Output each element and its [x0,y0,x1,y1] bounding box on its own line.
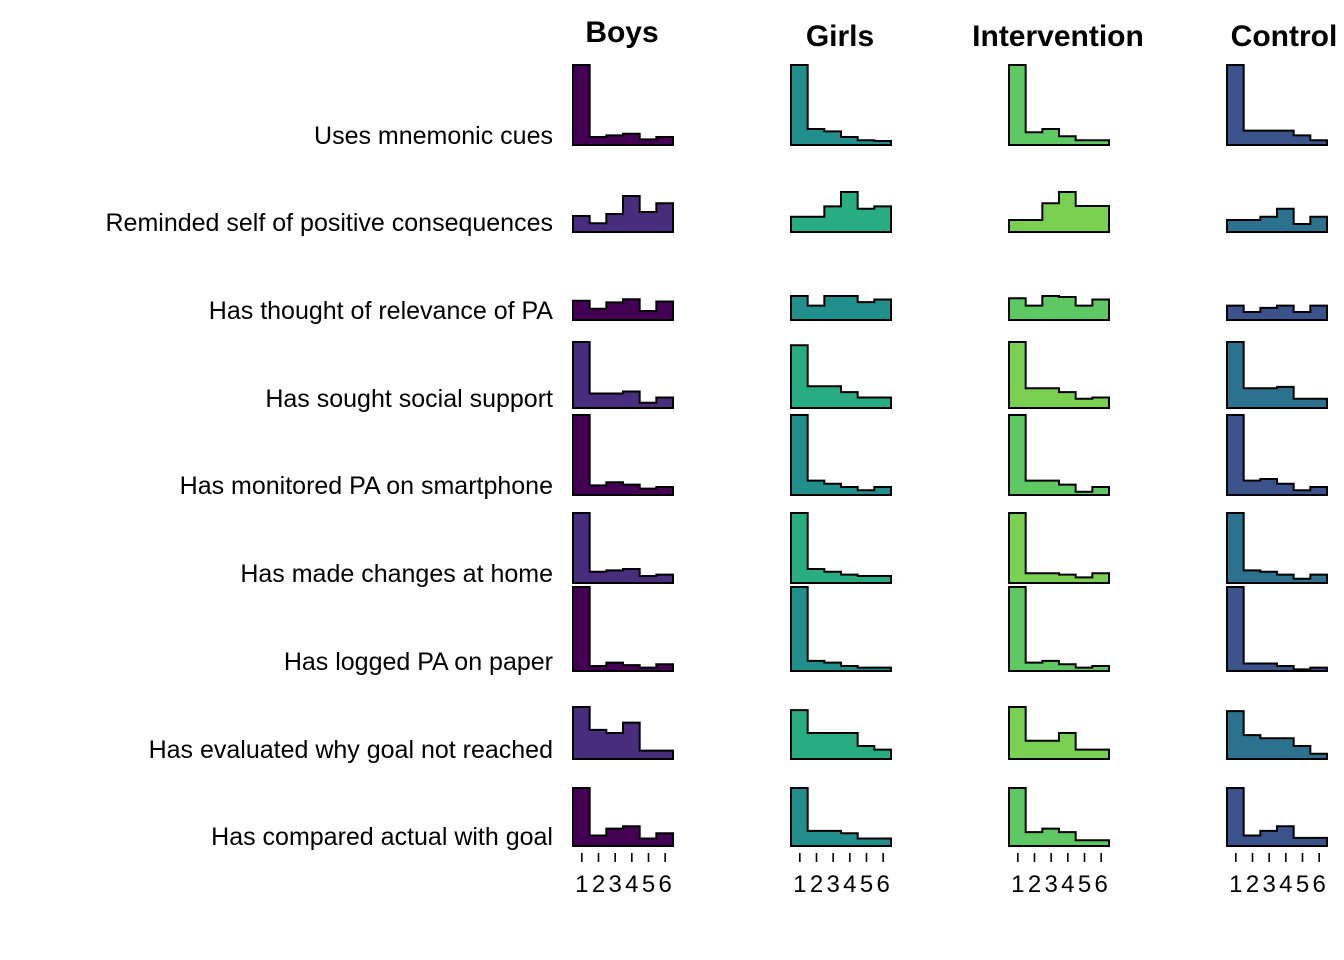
x-tick-label-girls-3: 3 [826,871,839,898]
histogram-has-compared-actual-with-goal-boys [572,787,674,847]
histogram-has-sought-social-support-control [1226,341,1328,409]
histogram-has-evaluated-why-goal-not-reached-girls [790,709,892,760]
histogram-has-sought-social-support-girls [790,344,892,409]
column-title-intervention: Intervention [972,20,1144,53]
histogram-has-sought-social-support-boys [572,341,674,409]
x-tick-label-intervention-5: 5 [1078,871,1091,898]
histogram-uses-mnemonic-cues-girls [790,64,892,146]
row-label-uses-mnemonic-cues: Uses mnemonic cues [314,122,553,150]
x-tick-label-intervention-4: 4 [1061,871,1074,898]
x-tick-label-girls-2: 2 [810,871,823,898]
histogram-reminded-self-of-positive-consequences-boys [572,195,674,233]
histogram-has-evaluated-why-goal-not-reached-control [1226,710,1328,760]
histogram-has-sought-social-support-intervention [1008,341,1110,409]
histogram-uses-mnemonic-cues-boys [572,64,674,146]
x-tick-label-boys-3: 3 [608,871,621,898]
histogram-reminded-self-of-positive-consequences-girls [790,191,892,233]
histogram-panels [572,64,1328,847]
row-label-has-monitored-pa-on-smartphone: Has monitored PA on smartphone [180,472,553,500]
histogram-has-made-changes-at-home-control [1226,512,1328,584]
histogram-has-made-changes-at-home-intervention [1008,512,1110,584]
histogram-has-monitored-pa-on-smartphone-intervention [1008,414,1110,496]
column-title-girls: Girls [806,20,874,53]
x-tick-label-boys-6: 6 [658,871,671,898]
histogram-uses-mnemonic-cues-control [1226,64,1328,146]
row-label-has-thought-of-relevance-of-pa: Has thought of relevance of PA [209,297,554,325]
histogram-uses-mnemonic-cues-intervention [1008,64,1110,146]
x-tick-label-intervention-6: 6 [1094,871,1107,898]
x-tick-label-control-4: 4 [1279,871,1292,898]
x-tick-label-intervention-3: 3 [1044,871,1057,898]
histogram-has-thought-of-relevance-of-pa-girls [790,295,892,321]
histogram-has-monitored-pa-on-smartphone-control [1226,414,1328,496]
histogram-reminded-self-of-positive-consequences-control [1226,207,1328,233]
x-tick-label-control-3: 3 [1262,871,1275,898]
column-title-control: Control [1231,20,1338,53]
x-tick-label-control-2: 2 [1246,871,1259,898]
histogram-has-thought-of-relevance-of-pa-boys [572,298,674,321]
x-tick-label-control-1: 1 [1229,871,1242,898]
column-title-boys: Boys [585,16,658,49]
histogram-has-made-changes-at-home-girls [790,512,892,584]
histogram-has-compared-actual-with-goal-control [1226,787,1328,847]
histogram-has-evaluated-why-goal-not-reached-intervention [1008,706,1110,760]
row-label-reminded-self-of-positive-consequences: Reminded self of positive consequences [106,209,554,237]
histogram-has-logged-pa-on-paper-boys [572,586,674,672]
histogram-has-compared-actual-with-goal-intervention [1008,787,1110,847]
histogram-has-compared-actual-with-goal-girls [790,787,892,847]
histogram-has-made-changes-at-home-boys [572,512,674,584]
column-titles: Boys Girls Intervention Control [585,16,1337,53]
histogram-has-evaluated-why-goal-not-reached-boys [572,706,674,760]
row-labels: Uses mnemonic cues Reminded self of posit… [106,122,554,851]
histogram-has-monitored-pa-on-smartphone-girls [790,414,892,496]
row-label-has-compared-actual-with-goal: Has compared actual with goal [211,823,553,851]
histogram-has-logged-pa-on-paper-intervention [1008,586,1110,672]
histogram-has-monitored-pa-on-smartphone-boys [572,414,674,496]
x-tick-label-girls-4: 4 [843,871,856,898]
row-label-has-evaluated-why-goal-not-reached: Has evaluated why goal not reached [149,736,553,764]
x-tick-label-boys-4: 4 [625,871,638,898]
x-tick-label-girls-5: 5 [860,871,873,898]
x-tick-label-intervention-1: 1 [1011,871,1024,898]
x-tick-label-boys-5: 5 [642,871,655,898]
x-tick-label-intervention-2: 2 [1028,871,1041,898]
x-tick-label-boys-1: 1 [575,871,588,898]
x-tick-label-control-6: 6 [1312,871,1325,898]
histogram-reminded-self-of-positive-consequences-intervention [1008,191,1110,233]
x-tick-label-boys-2: 2 [592,871,605,898]
histogram-has-thought-of-relevance-of-pa-control [1226,304,1328,321]
histogram-has-logged-pa-on-paper-control [1226,586,1328,672]
x-tick-label-control-5: 5 [1296,871,1309,898]
row-label-has-made-changes-at-home: Has made changes at home [240,560,553,588]
row-label-has-sought-social-support: Has sought social support [265,385,553,413]
row-label-has-logged-pa-on-paper: Has logged PA on paper [284,648,553,676]
x-tick-label-girls-6: 6 [876,871,889,898]
x-tick-label-girls-1: 1 [793,871,806,898]
histogram-has-thought-of-relevance-of-pa-intervention [1008,295,1110,321]
histogram-has-logged-pa-on-paper-girls [790,586,892,672]
